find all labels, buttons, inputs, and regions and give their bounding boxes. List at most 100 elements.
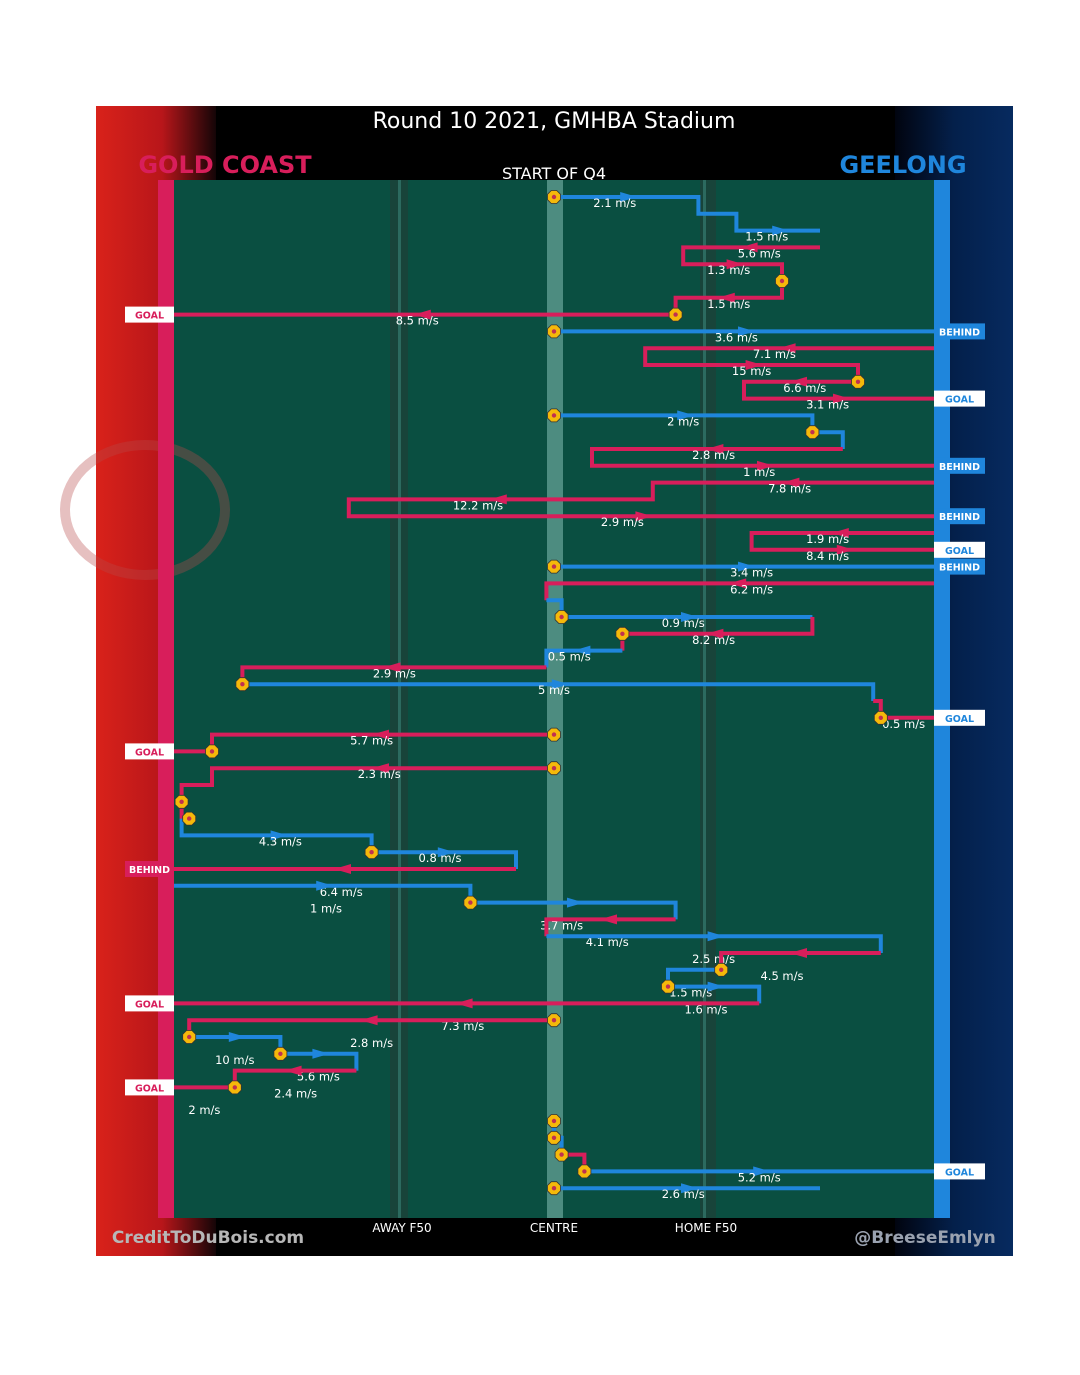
stoppage-dot-18 <box>468 900 473 905</box>
flow-path-1 <box>681 245 820 281</box>
result-text-9: GOAL <box>945 546 974 557</box>
flow-arrow-22-0 <box>437 847 455 858</box>
result-badge-8 <box>934 508 985 525</box>
result-text-18: GOAL <box>135 747 164 758</box>
flow-arrow-0-0 <box>620 192 638 202</box>
flow-arrow-33-0 <box>228 1032 246 1042</box>
flow-arrow-0-1 <box>772 225 790 236</box>
stoppage-dot-7 <box>551 564 557 569</box>
flow-arrow-24-0 <box>316 880 334 891</box>
possession-flows: 2.1 m/s 1.5 m/s 5.6 m/s 1.3 m/s 1.5 m/s 8.5 m… <box>174 192 934 1201</box>
stoppage-dot-19 <box>719 967 724 972</box>
flow-path-30 <box>668 984 762 1004</box>
flow-arrow-9-0 <box>831 528 849 538</box>
flow-path-14 <box>544 648 623 668</box>
flow-arrow-14-0 <box>573 645 591 656</box>
flow-arrow-8-0 <box>782 477 800 488</box>
speed-label-40-0: 2.6 m/s <box>662 1187 705 1201</box>
result-text-5: GOAL <box>945 395 974 406</box>
geelong-goal-line <box>934 180 950 1218</box>
flow-arrow-35-0 <box>284 1065 302 1076</box>
flow-arrow-15-0 <box>383 662 401 673</box>
stoppage-dot-2 <box>673 312 678 317</box>
flow-arrow-12-0 <box>681 612 698 622</box>
flow-arrow-26-0 <box>600 914 617 925</box>
stoppage-dot-24 <box>232 1085 237 1090</box>
stoppage-dot-10 <box>240 682 245 687</box>
flow-path-22 <box>371 850 518 869</box>
speed-label-3-0: 3.6 m/s <box>715 330 758 344</box>
stoppage-dot-22 <box>187 1034 192 1040</box>
flow-arrow-4-0 <box>778 343 796 354</box>
flow-path-4 <box>643 346 934 382</box>
flow-arrow-27-0 <box>707 931 725 942</box>
result-badge-36 <box>125 1079 174 1096</box>
gold-coast-goal-line <box>158 180 174 1218</box>
speed-label-28-0: 4.5 m/s <box>760 969 803 983</box>
flow-arrow-34-0 <box>312 1048 330 1059</box>
speed-label-31-0: 7.3 m/s <box>441 1019 484 1033</box>
result-text-23: BEHIND <box>129 865 170 876</box>
x-tick-label-1: CENTRE <box>530 1221 578 1235</box>
flow-arrow-16-0 <box>551 679 569 690</box>
speed-label-2-1: 8.5 m/s <box>396 314 439 328</box>
stoppage-dot-29 <box>551 1186 557 1191</box>
flow-arrow-25-0 <box>567 897 584 908</box>
speed-label-29-0: 1.5 m/s <box>669 986 712 1000</box>
x-tick-label-0: AWAY F50 <box>372 1221 431 1235</box>
result-badge-23 <box>125 861 174 877</box>
result-badge-18 <box>125 743 174 760</box>
result-text-39: GOAL <box>945 1167 974 1178</box>
flow-arrow-7-0 <box>706 444 724 454</box>
result-badges: GOAL BEHIND GOAL BEHIND BEHIND GOAL BEHIND GOAL… <box>125 306 985 1180</box>
speed-label-8-1: 12.2 m/s <box>453 498 503 512</box>
result-text-17: GOAL <box>945 714 974 725</box>
flow-path-17 <box>873 699 934 720</box>
speed-label-1-1: 1.3 m/s <box>707 263 750 277</box>
stoppage-dot-3 <box>551 329 557 334</box>
credit-right: @BreeseEmlyn <box>854 1228 995 1248</box>
speed-label-11-0: 6.2 m/s <box>730 582 773 596</box>
stoppage-dot-11 <box>878 715 883 720</box>
speed-label-8-2: 2.9 m/s <box>601 515 644 529</box>
result-text-7: BEHIND <box>939 462 980 473</box>
flow-arrow-18-0 <box>372 729 389 740</box>
stoppage-dot-25 <box>551 1118 557 1124</box>
speed-label-0-0: 2.1 m/s <box>593 196 636 210</box>
result-badge-3 <box>934 323 985 340</box>
flow-arrow-9-1 <box>836 544 854 555</box>
speed-label-5-1: 3.1 m/s <box>806 398 849 412</box>
flow-arrow-39-0 <box>753 1166 771 1177</box>
flow-path-11 <box>544 581 934 601</box>
speed-label-26-0: 4.1 m/s <box>586 935 629 949</box>
stoppage-dot-23 <box>278 1051 283 1057</box>
flow-arrow-3-0 <box>738 326 755 337</box>
stoppage-dot-13 <box>209 749 215 754</box>
speed-label-7-0: 2.8 m/s <box>692 448 735 462</box>
flow-arrow-28-0 <box>790 948 807 958</box>
stoppage-dot-21 <box>551 1018 557 1023</box>
speed-label-13-0: 8.2 m/s <box>692 633 735 647</box>
flow-path-0 <box>554 195 820 233</box>
stoppage-dot-9 <box>620 631 625 636</box>
chart-subtitle: START OF Q4 <box>502 164 606 183</box>
flow-path-27 <box>546 934 883 953</box>
speed-label-32-0: 2.8 m/s <box>350 1036 393 1050</box>
flow-arrow-5-1 <box>833 393 850 404</box>
speed-label-22-0: 0.8 m/s <box>418 851 461 865</box>
result-badge-39 <box>934 1163 985 1180</box>
stoppage-dot-28 <box>582 1169 587 1174</box>
flow-path-25 <box>470 900 678 920</box>
stoppage-dot-20 <box>665 984 671 989</box>
away-team-label: GEELONG <box>839 151 966 179</box>
stoppage-dot-0 <box>551 194 557 200</box>
flow-path-16 <box>242 682 876 701</box>
flow-arrow-4-1 <box>745 360 763 370</box>
speed-label-30-0: 1.6 m/s <box>684 1002 727 1016</box>
flow-arrow-8-1 <box>489 494 507 505</box>
speed-label-24-0: 1 m/s <box>310 902 342 916</box>
x-tick-label-2: HOME F50 <box>675 1221 737 1235</box>
stoppage-dot-6 <box>810 430 815 435</box>
result-badge-17 <box>934 709 985 726</box>
